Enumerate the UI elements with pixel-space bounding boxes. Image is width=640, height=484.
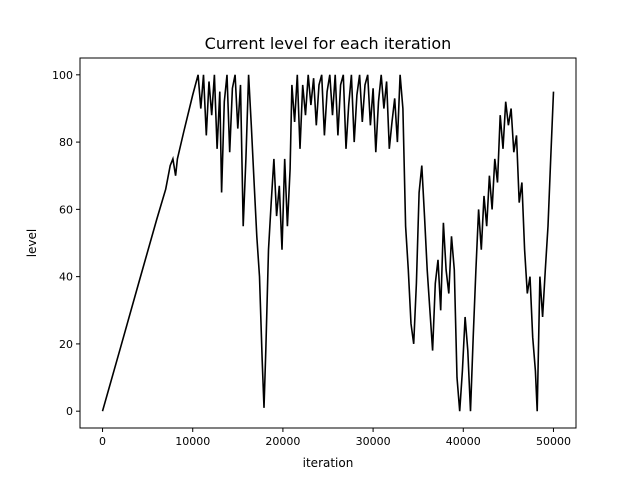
- x-tick-label: 50000: [536, 435, 571, 448]
- y-tick-label: 40: [59, 271, 73, 284]
- y-tick-label: 60: [59, 203, 73, 216]
- y-tick-label: 100: [52, 69, 73, 82]
- x-tick-label: 20000: [265, 435, 300, 448]
- y-tick-label: 80: [59, 136, 73, 149]
- y-axis-ticks: 0 20 40 60 80 100: [52, 69, 80, 418]
- series-layer: [101, 74, 555, 412]
- x-tick-label: 40000: [446, 435, 481, 448]
- x-tick-label: 10000: [175, 435, 210, 448]
- y-tick-label: 20: [59, 338, 73, 351]
- x-tick-label: 0: [99, 435, 106, 448]
- y-axis-label: level: [25, 229, 39, 258]
- plot-frame: [79, 57, 577, 429]
- y-tick-label: 0: [66, 405, 73, 418]
- series-line: [101, 74, 555, 412]
- x-axis-ticks: 0 10000 20000 30000 40000 50000: [99, 428, 571, 448]
- plot-area: [80, 58, 576, 428]
- chart-title: Current level for each iteration: [205, 34, 452, 53]
- x-axis-label: iteration: [303, 456, 354, 470]
- x-tick-label: 30000: [356, 435, 391, 448]
